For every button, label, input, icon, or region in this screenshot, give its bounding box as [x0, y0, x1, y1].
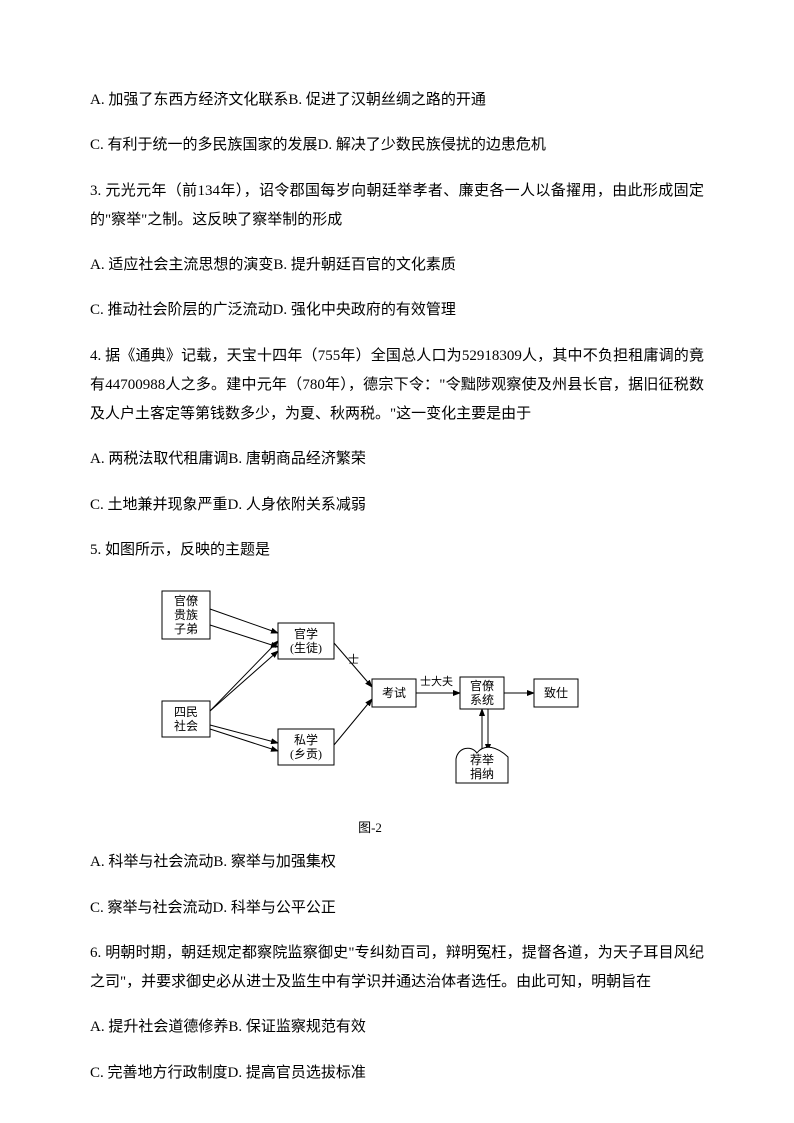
svg-text:官僚: 官僚: [174, 593, 198, 608]
q-prev-options-cd: C. 有利于统一的多民族国家的发展D. 解决了少数民族侵扰的边患危机: [90, 131, 704, 160]
svg-text:子弟: 子弟: [174, 622, 198, 636]
svg-text:官僚: 官僚: [470, 678, 494, 693]
svg-text:考试: 考试: [382, 685, 406, 700]
flowchart-svg: 士士大夫官僚贵族子弟四民社会官学(生徒)私学(乡贡)考试官僚系统致仕荐举捐纳: [150, 581, 590, 811]
q5-options-ab: A. 科举与社会流动B. 察举与加强集权: [90, 848, 704, 877]
figure-2-diagram: 士士大夫官僚贵族子弟四民社会官学(生徒)私学(乡贡)考试官僚系统致仕荐举捐纳 图…: [150, 581, 590, 840]
q6-stem: 6. 明朝时期，朝廷规定都察院监察御史"专纠劾百司，辩明冤枉，提督各道，为天子耳…: [90, 939, 704, 998]
svg-text:(生徒): (生徒): [290, 641, 322, 655]
q3-stem: 3. 元光元年（前134年），诏令郡国每岁向朝廷举孝者、廉吏各一人以备擢用，由此…: [90, 177, 704, 236]
figure-caption: 图-2: [150, 815, 590, 840]
q5-options-cd: C. 察举与社会流动D. 科举与公平公正: [90, 894, 704, 923]
q6-options-cd: C. 完善地方行政制度D. 提高官员选拔标准: [90, 1059, 704, 1088]
svg-text:官学: 官学: [294, 626, 318, 641]
q3-options-ab: A. 适应社会主流思想的演变B. 提升朝廷百官的文化素质: [90, 251, 704, 280]
q-prev-options-ab: A. 加强了东西方经济文化联系B. 促进了汉朝丝绸之路的开通: [90, 86, 704, 115]
svg-text:四民: 四民: [174, 705, 198, 719]
svg-text:致仕: 致仕: [544, 686, 568, 700]
q4-options-ab: A. 两税法取代租庸调B. 唐朝商品经济繁荣: [90, 445, 704, 474]
svg-text:荐举: 荐举: [470, 753, 494, 767]
svg-text:贵族: 贵族: [174, 608, 198, 622]
svg-text:(乡贡): (乡贡): [290, 747, 322, 761]
q4-options-cd: C. 土地兼并现象严重D. 人身依附关系减弱: [90, 491, 704, 520]
q6-options-ab: A. 提升社会道德修养B. 保证监察规范有效: [90, 1013, 704, 1042]
q3-options-cd: C. 推动社会阶层的广泛流动D. 强化中央政府的有效管理: [90, 296, 704, 325]
q4-stem: 4. 据《通典》记载，天宝十四年（755年）全国总人口为52918309人，其中…: [90, 342, 704, 430]
svg-text:士: 士: [348, 653, 359, 666]
svg-text:士大夫: 士大夫: [420, 674, 453, 688]
svg-text:社会: 社会: [174, 718, 198, 733]
q5-stem: 5. 如图所示，反映的主题是: [90, 536, 704, 565]
svg-text:系统: 系统: [470, 693, 494, 707]
svg-text:私学: 私学: [294, 732, 318, 747]
svg-text:捐纳: 捐纳: [470, 767, 494, 781]
